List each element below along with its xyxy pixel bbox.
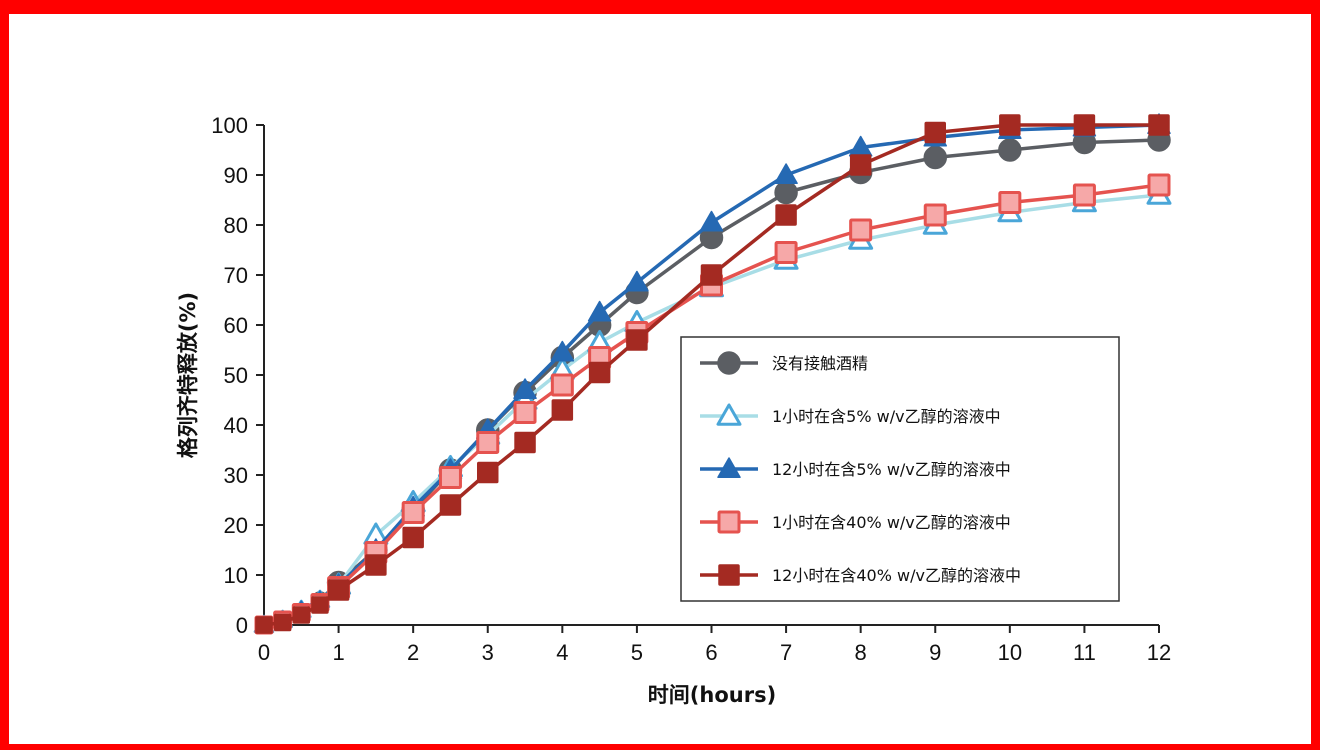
legend-label: 没有接触酒精 [772,354,868,373]
legend-marker [718,564,740,586]
y-tick-label: 80 [224,213,248,238]
y-tick-label: 90 [224,163,248,188]
data-point [999,114,1021,136]
legend-marker [717,351,741,375]
data-point [998,191,1022,214]
data-point [849,154,872,176]
data-point [513,401,537,424]
data-point [775,204,797,226]
legend-marker [716,403,742,426]
legend-item: 12小时在含40% w/v乙醇的溶液中 [700,564,1021,586]
y-tick-label: 60 [224,313,248,338]
data-point [476,431,500,454]
x-tick-label: 11 [1073,640,1096,665]
x-tick-label: 4 [556,640,568,665]
legend-label: 12小时在含40% w/v乙醇的溶液中 [772,566,1021,585]
x-tick-label: 8 [855,640,867,665]
series-5 [255,114,1170,634]
y-tick-label: 70 [224,263,248,288]
data-point [255,616,273,634]
data-point [327,579,350,601]
x-axis-label: 时间(hours) [648,683,776,707]
legend-label: 1小时在含40% w/v乙醇的溶液中 [772,513,1011,532]
x-tick-label: 9 [929,640,941,665]
data-point [924,121,946,144]
x-tick-label: 6 [705,640,717,665]
data-point [514,431,536,454]
y-tick-label: 10 [224,563,248,588]
x-tick-label: 1 [332,640,344,665]
data-point [1147,173,1171,197]
data-point [923,145,947,170]
data-point [273,613,292,632]
legend: 没有接触酒精 1小时在含5% w/v乙醇的溶液中 12小时在含5% w/v乙醇的溶液… [680,336,1120,602]
x-tick-label: 2 [407,640,419,665]
data-point [1072,183,1096,207]
data-point [626,329,648,351]
data-point [699,210,724,232]
data-point [365,554,387,576]
data-point [923,203,947,227]
legend-label: 1小时在含5% w/v乙醇的溶液中 [772,407,1001,426]
data-point [774,180,798,205]
y-tick-label: 100 [211,113,248,138]
data-point [402,526,424,549]
data-point [774,241,798,264]
data-point [849,218,873,242]
data-point [1073,114,1096,136]
y-axis-label: 格列齐特释放(%) [176,292,200,458]
x-tick-label: 12 [1147,640,1171,665]
x-tick-label: 0 [258,640,270,665]
data-point [588,361,611,384]
data-point [438,466,462,489]
series-layer [253,113,1172,635]
y-tick-label: 50 [224,363,248,388]
y-tick-label: 40 [224,413,248,438]
data-point [774,163,798,184]
y-tick-label: 0 [236,613,248,638]
data-point [550,373,574,397]
data-point [700,264,723,286]
data-point [311,596,329,614]
legend-item: 1小时在含5% w/v乙醇的溶液中 [700,403,1001,426]
legend-item: 没有接触酒精 [700,351,868,375]
legend-item: 12小时在含5% w/v乙醇的溶液中 [700,457,1011,479]
data-point [998,138,1022,162]
data-point [292,606,311,624]
data-point [477,461,499,484]
data-point [513,378,537,399]
data-point [1148,114,1170,136]
y-tick-label: 30 [224,463,248,488]
data-point [401,501,425,524]
data-point [551,399,574,421]
x-tick-label: 5 [631,640,643,665]
data-point [550,340,575,362]
y-tick-label: 20 [224,513,248,538]
legend-item: 1小时在含40% w/v乙醇的溶液中 [700,510,1011,534]
data-point [625,270,649,292]
legend-label: 12小时在含5% w/v乙醇的溶液中 [772,460,1011,479]
data-point [587,300,612,322]
legend-marker [717,510,741,534]
data-point [439,494,462,516]
x-tick-label: 7 [780,640,792,665]
legend-marker [717,457,741,478]
x-tick-label: 10 [998,640,1022,665]
x-tick-label: 3 [482,640,494,665]
